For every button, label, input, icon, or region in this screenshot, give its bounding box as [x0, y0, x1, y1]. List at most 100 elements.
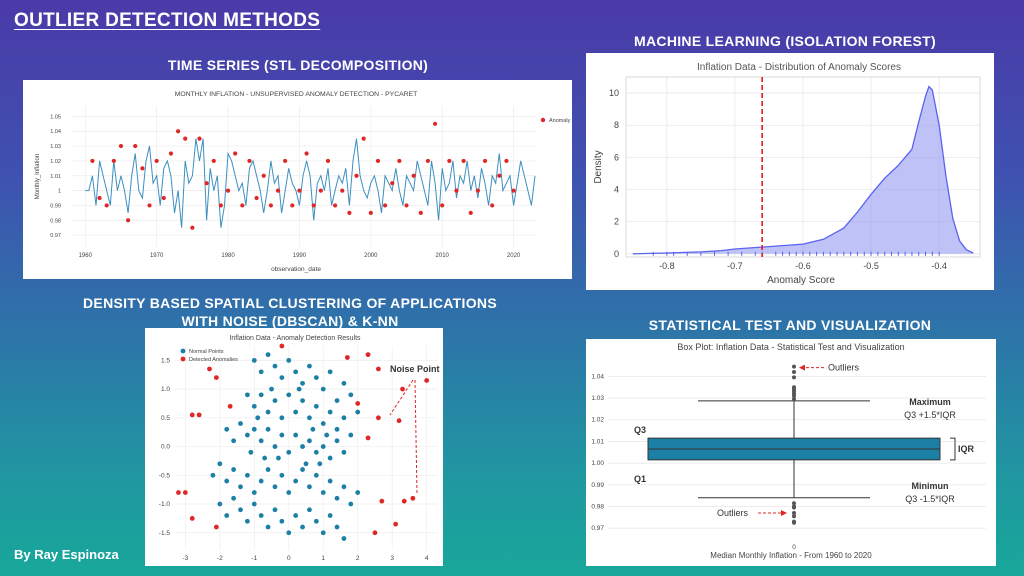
dbscan-normal-point — [348, 432, 354, 438]
stl-anomaly-point — [361, 136, 366, 141]
iforest-x-tick-label: -0.7 — [727, 261, 743, 271]
dbscan-normal-point — [251, 490, 257, 495]
dbscan-normal-point — [231, 495, 237, 501]
iforest-y-tick-label: 6 — [614, 152, 619, 162]
dbscan-normal-point — [320, 444, 326, 449]
dbscan-normal-point — [341, 449, 347, 455]
iforest-kde-area — [632, 86, 974, 254]
dbscan-normal-point — [238, 507, 243, 513]
dbscan-y-tick-label: -1.5 — [159, 530, 171, 537]
dbscan-normal-point — [293, 478, 299, 484]
iforest-section-title: MACHINE LEARNING (ISOLATION FOREST) — [634, 33, 936, 49]
stl-anomaly-point — [247, 158, 252, 164]
stl-y-tick-label: 1.04 — [50, 129, 61, 135]
dbscan-anomaly-point — [213, 524, 219, 530]
dbscan-normal-point — [265, 467, 271, 472]
dbscan-y-tick-label: -1.0 — [159, 501, 171, 508]
boxplot-outlier-low — [792, 505, 796, 510]
dbscan-normal-point — [238, 421, 243, 426]
dbscan-normal-point — [307, 363, 312, 369]
dbscan-normal-point — [327, 478, 333, 484]
dbscan-normal-point — [279, 415, 285, 421]
dbscan-normal-point — [286, 530, 292, 536]
dbscan-anomaly-point — [189, 412, 195, 418]
dbscan-normal-point — [276, 455, 281, 461]
boxplot-annotation-minimum-formula: Q3 -1.5*IQR — [905, 494, 955, 504]
stl-anomaly-point — [161, 195, 166, 201]
dbscan-normal-point — [300, 467, 305, 472]
stl-anomaly-point — [140, 166, 145, 171]
dbscan-normal-point — [251, 426, 257, 432]
iforest-x-tick-label: -0.8 — [659, 261, 675, 271]
boxplot-outlier-low — [792, 520, 796, 525]
boxplot-outlier-low — [792, 510, 796, 515]
dbscan-normal-point — [217, 501, 223, 507]
dbscan-anomaly-point — [176, 490, 181, 495]
dbscan-normal-point — [272, 398, 278, 403]
iforest-y-tick-label: 2 — [614, 217, 619, 227]
dbscan-normal-point — [307, 507, 312, 513]
dbscan-normal-point — [258, 513, 264, 518]
stl-y-tick-label: 0.99 — [50, 203, 61, 209]
stl-y-tick-label: 1.05 — [50, 114, 61, 120]
boxplot-annotation-minimum: Minimun — [912, 481, 949, 491]
iforest-y-tick-label: 4 — [614, 185, 619, 195]
stl-anomaly-point — [90, 158, 95, 164]
dbscan-normal-point — [327, 409, 333, 415]
iforest-plot-frame — [625, 76, 981, 258]
dbscan-anomaly-point — [400, 386, 405, 392]
dbscan-normal-point — [334, 438, 340, 444]
stl-anomaly-point — [461, 158, 466, 164]
boxplot-x-tick-label: 0 — [792, 544, 796, 551]
stl-anomaly-point — [432, 121, 438, 126]
dbscan-normal-point — [310, 426, 316, 432]
dbscan-anomaly-point — [401, 498, 407, 504]
dbscan-normal-point — [355, 490, 361, 495]
stl-anomaly-point — [325, 158, 331, 164]
dbscan-x-tick-label: -2 — [217, 555, 223, 562]
dbscan-normal-point — [341, 380, 347, 386]
dbscan-y-tick-label: 0.0 — [161, 444, 170, 451]
stl-y-tick-label: 0.97 — [50, 233, 61, 239]
dbscan-anomaly-point — [279, 343, 285, 349]
dbscan-anomaly-point — [182, 490, 188, 495]
dbscan-x-tick-label: 3 — [390, 555, 394, 562]
stl-anomaly-point — [333, 203, 338, 208]
dbscan-normal-point — [217, 461, 223, 467]
dbscan-anomaly-point — [227, 403, 233, 409]
dbscan-normal-point — [313, 449, 319, 455]
stl-anomaly-point — [268, 203, 273, 208]
dbscan-annotation-arrow — [389, 379, 414, 416]
stl-legend-label: Anomaly — [549, 118, 571, 124]
boxplot-outlier-high — [792, 364, 796, 369]
dbscan-normal-point — [307, 484, 312, 490]
boxplot-y-tick-label: 1.00 — [591, 460, 604, 467]
dbscan-normal-point — [272, 507, 278, 513]
boxplot-y-tick-label: 1.02 — [591, 417, 604, 424]
dbscan-normal-point — [324, 432, 330, 438]
dbscan-normal-point — [307, 438, 312, 444]
dbscan-normal-point — [296, 386, 302, 392]
stl-anomaly-point — [382, 203, 388, 208]
stl-anomaly-point — [311, 203, 316, 208]
boxplot-x-label: Median Monthly Inflation - From 1960 to … — [710, 551, 872, 560]
boxplot-chart: Box Plot: Inflation Data - Statistical T… — [591, 342, 986, 560]
iforest-title: Inflation Data - Distribution of Anomaly… — [697, 62, 901, 73]
dbscan-normal-point — [300, 444, 305, 449]
dbscan-normal-point — [255, 415, 261, 421]
stl-anomaly-point — [468, 210, 473, 215]
stl-anomaly-point — [454, 188, 459, 193]
boxplot-y-tick-label: 0.97 — [591, 525, 604, 532]
stl-anomaly-point — [290, 203, 295, 208]
stl-anomaly-point — [304, 151, 309, 156]
stl-anomaly-point — [368, 210, 373, 215]
dbscan-normal-point — [300, 398, 305, 403]
dbscan-normal-point — [265, 409, 271, 415]
stl-anomaly-point — [475, 188, 480, 193]
dbscan-normal-point — [244, 518, 250, 524]
dbscan-section-title: DENSITY BASED SPATIAL CLUSTERING OF APPL… — [40, 294, 540, 330]
dbscan-normal-point — [327, 455, 333, 461]
dbscan-normal-point — [320, 490, 326, 495]
dbscan-normal-point — [317, 461, 323, 467]
dbscan-normal-point — [286, 449, 292, 455]
